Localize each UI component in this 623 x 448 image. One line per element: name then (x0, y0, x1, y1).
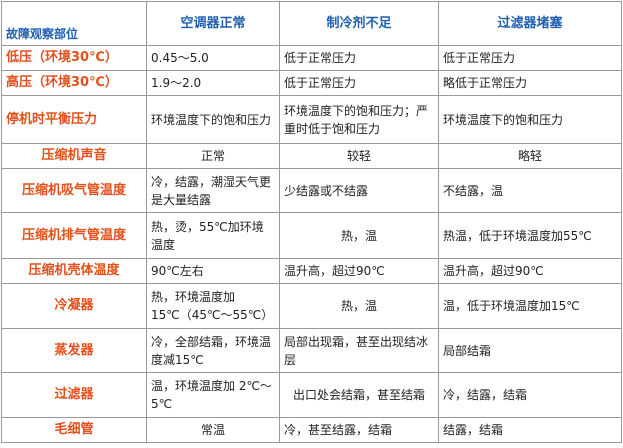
table-cell: 冷，甚至结露，结霜 (279, 417, 439, 443)
table-row: 蒸发器 冷，全部结霜，环境温度减15℃ 局部出现霜，甚至出现结冰层 局部结霜 (1, 328, 622, 373)
table-row: 高压（环境30℃） 1.9～2.0 低于正常压力 略低于正常压力 (1, 70, 622, 96)
table-cell: 略轻 (438, 143, 622, 169)
column-header: 制冷剂不足 (279, 1, 439, 46)
row-label: 蒸发器 (1, 328, 147, 373)
table-cell: 较轻 (279, 143, 439, 169)
row-label: 冷凝器 (1, 283, 147, 329)
table-cell: 温升高，超过90℃ (279, 258, 439, 284)
table-cell: 热，温 (279, 283, 439, 329)
table-cell: 常温 (146, 417, 280, 443)
table-row: 压缩机吸气管温度 冷，结露，潮湿天气更是大量结露 少结露或不结露 不结露，温 (1, 168, 622, 213)
table-cell: 环境温度下的饱和压力；严重时低于饱和压力 (279, 95, 439, 144)
table-row: 毛细管 常温 冷，甚至结露，结霜 结露，结霜 (1, 417, 622, 443)
header-row: 故障观察部位 空调器正常 制冷剂不足 过滤器堵塞 (1, 1, 622, 46)
table-cell: 略低于正常压力 (438, 70, 622, 96)
row-label: 高压（环境30℃） (1, 70, 147, 96)
table-cell: 冷，结露，结霜 (438, 372, 622, 418)
table-row: 压缩机排气管温度 热，烫，55℃加环境温度 热，温 热温，低于环境温度加55℃ (1, 212, 622, 259)
table-cell: 低于正常压力 (279, 45, 439, 71)
table-cell: 0.45～5.0 (146, 45, 280, 71)
table-cell: 温，低于环境温度加15℃ (438, 283, 622, 329)
corner-header: 故障观察部位 (1, 1, 147, 46)
table-cell: 温升高，超过90℃ (438, 258, 622, 284)
table-row: 压缩机壳体温度 90℃左右 温升高，超过90℃ 温升高，超过90℃ (1, 258, 622, 284)
table-cell: 结露，结霜 (438, 417, 622, 443)
table-cell: 热，烫，55℃加环境温度 (146, 212, 280, 259)
column-header: 空调器正常 (146, 1, 280, 46)
row-label: 压缩机声音 (1, 143, 147, 169)
table-cell: 1.9～2.0 (146, 70, 280, 96)
row-label: 压缩机壳体温度 (1, 258, 147, 284)
table-cell: 温，环境温度加 2℃～5℃ (146, 372, 280, 418)
table-cell: 少结露或不结露 (279, 168, 439, 213)
table-cell: 热，温 (279, 212, 439, 259)
table-cell: 90℃左右 (146, 258, 280, 284)
table-cell: 局部结霜 (438, 328, 622, 373)
table-cell: 不结露，温 (438, 168, 622, 213)
table-cell: 低于正常压力 (438, 45, 622, 71)
table-cell: 环境温度下的饱和压力 (146, 95, 280, 144)
table-cell: 出口处会结霜，甚至结霜 (279, 372, 439, 418)
table-cell: 正常 (146, 143, 280, 169)
row-label: 过滤器 (1, 372, 147, 418)
column-header: 过滤器堵塞 (438, 1, 622, 46)
table-cell: 局部出现霜，甚至出现结冰层 (279, 328, 439, 373)
row-label: 停机时平衡压力 (1, 95, 147, 144)
table-cell: 冷，全部结霜，环境温度减15℃ (146, 328, 280, 373)
table-cell: 低于正常压力 (279, 70, 439, 96)
table-row: 过滤器 温，环境温度加 2℃～5℃ 出口处会结霜，甚至结霜 冷，结露，结霜 (1, 372, 622, 418)
table-row: 冷凝器 热，环境温度加15℃（45℃～55℃） 热，温 温，低于环境温度加15℃ (1, 283, 622, 329)
table-row: 停机时平衡压力 环境温度下的饱和压力 环境温度下的饱和压力；严重时低于饱和压力 环境温… (1, 95, 622, 144)
row-label: 压缩机排气管温度 (1, 212, 147, 259)
row-label: 低压（环境30℃） (1, 45, 147, 71)
table-cell: 热温，低于环境温度加55℃ (438, 212, 622, 259)
table-row: 低压（环境30℃） 0.45～5.0 低于正常压力 低于正常压力 (1, 45, 622, 71)
table-cell: 环境温度下的饱和压力 (438, 95, 622, 144)
table-cell: 冷，结露，潮湿天气更是大量结露 (146, 168, 280, 213)
row-label: 压缩机吸气管温度 (1, 168, 147, 213)
table-cell: 热，环境温度加15℃（45℃～55℃） (146, 283, 280, 329)
table-row: 压缩机声音 正常 较轻 略轻 (1, 143, 622, 169)
row-label: 毛细管 (1, 417, 147, 443)
